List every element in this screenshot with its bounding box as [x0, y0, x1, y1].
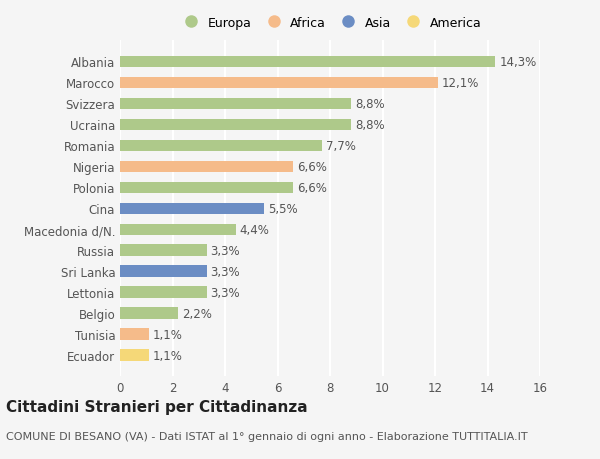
Text: 3,3%: 3,3%	[211, 265, 240, 278]
Bar	[120, 78, 437, 89]
Bar	[120, 161, 293, 173]
Bar	[120, 329, 149, 340]
Text: 14,3%: 14,3%	[499, 56, 536, 69]
Text: 12,1%: 12,1%	[442, 77, 479, 90]
Bar	[120, 203, 265, 215]
Text: COMUNE DI BESANO (VA) - Dati ISTAT al 1° gennaio di ogni anno - Elaborazione TUT: COMUNE DI BESANO (VA) - Dati ISTAT al 1°…	[6, 431, 527, 442]
Legend: Europa, Africa, Asia, America: Europa, Africa, Asia, America	[176, 14, 484, 32]
Bar	[120, 287, 206, 298]
Bar	[120, 350, 149, 361]
Bar	[120, 245, 206, 257]
Text: 7,7%: 7,7%	[326, 140, 356, 152]
Bar	[120, 308, 178, 319]
Text: 8,8%: 8,8%	[355, 118, 385, 132]
Text: 6,6%: 6,6%	[297, 181, 327, 195]
Text: 1,1%: 1,1%	[153, 328, 182, 341]
Text: 2,2%: 2,2%	[182, 307, 212, 320]
Text: 8,8%: 8,8%	[355, 98, 385, 111]
Bar	[120, 266, 206, 277]
Text: 5,5%: 5,5%	[268, 202, 298, 215]
Bar	[120, 98, 351, 110]
Text: 6,6%: 6,6%	[297, 161, 327, 174]
Text: Cittadini Stranieri per Cittadinanza: Cittadini Stranieri per Cittadinanza	[6, 399, 308, 414]
Text: 3,3%: 3,3%	[211, 244, 240, 257]
Text: 4,4%: 4,4%	[239, 223, 269, 236]
Bar	[120, 56, 496, 68]
Bar	[120, 140, 322, 152]
Text: 1,1%: 1,1%	[153, 349, 182, 362]
Bar	[120, 224, 235, 235]
Text: 3,3%: 3,3%	[211, 286, 240, 299]
Bar	[120, 182, 293, 194]
Bar	[120, 119, 351, 131]
